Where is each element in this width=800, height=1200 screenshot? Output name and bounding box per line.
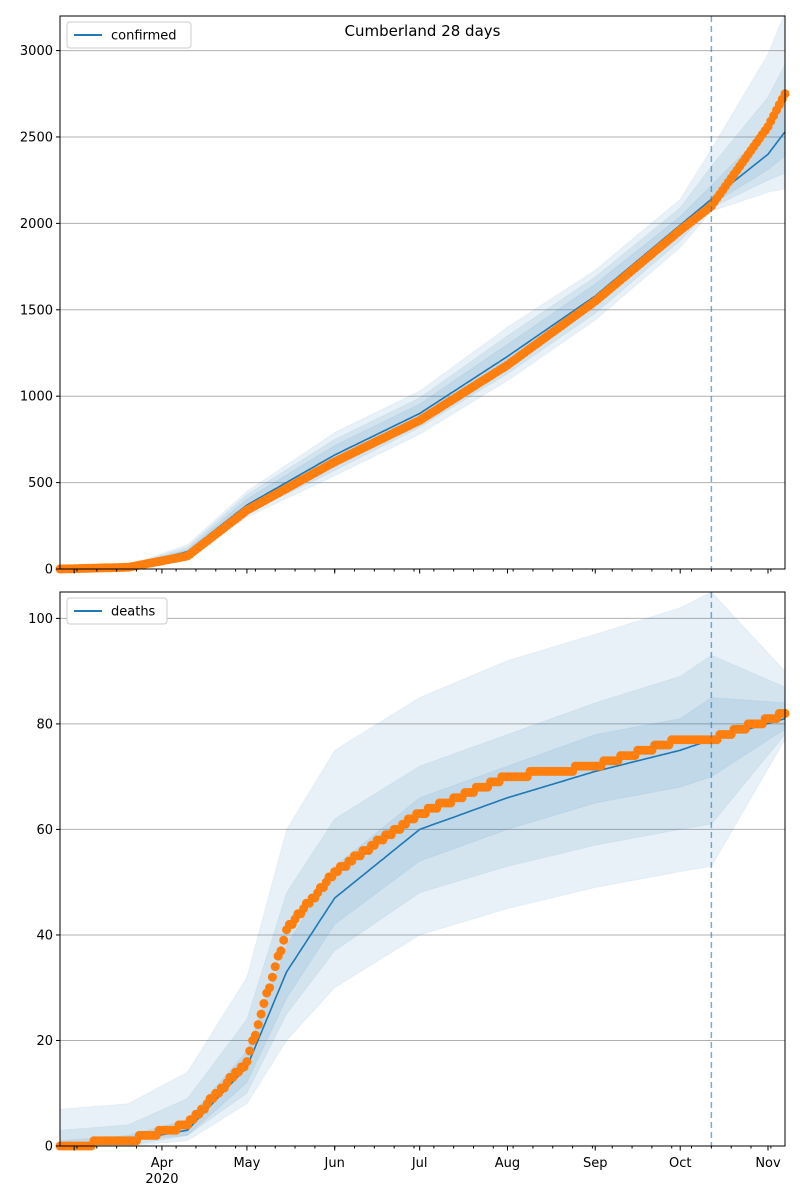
observed-point — [259, 999, 269, 1008]
x-tick-label: Jul — [411, 1156, 428, 1171]
x-axis-year-label: 2020 — [145, 1172, 178, 1187]
legend-box — [66, 597, 168, 625]
observed-point — [253, 1020, 263, 1030]
y-tick-label: 80 — [36, 717, 53, 732]
y-tick-label: 2000 — [20, 217, 53, 232]
legend-label-confirmed: confirmed — [111, 29, 177, 44]
y-tick-label: 20 — [36, 1034, 53, 1049]
observed-point — [250, 1030, 260, 1040]
observed-point — [256, 1009, 266, 1019]
observed-point — [267, 972, 277, 982]
y-tick-label: 0 — [45, 563, 53, 578]
y-tick-label: 500 — [28, 476, 53, 491]
legend-label-deaths: deaths — [111, 605, 156, 620]
confirmed-axes-frame — [59, 15, 786, 570]
legend-box — [66, 21, 192, 49]
deaths-model-line — [59, 717, 786, 1147]
confirmed-y-axis-ticks: 0 500 1000 1500 2000 2500 3000 — [20, 44, 60, 578]
y-tick-label: 1500 — [20, 303, 53, 318]
observed-point — [270, 962, 280, 972]
series-line-deaths — [59, 717, 786, 1147]
x-tick-label: Sep — [583, 1156, 608, 1171]
x-tick-label: Nov — [755, 1156, 781, 1171]
observed-point — [279, 935, 289, 945]
x-tick-label: Oct — [669, 1156, 691, 1171]
y-tick-label: 1000 — [20, 390, 53, 405]
y-tick-label: 3000 — [20, 44, 53, 59]
y-tick-label: 2500 — [20, 130, 53, 145]
observed-point — [245, 1046, 255, 1056]
deaths-axes-frame — [59, 591, 786, 1147]
x-tick-label: Apr — [151, 1156, 174, 1171]
confirmed-legend: confirmed — [66, 21, 192, 49]
chart-title: Cumberland 28 days — [345, 22, 501, 40]
x-tick-label: Jun — [324, 1156, 345, 1171]
y-tick-label: 0 — [45, 1140, 53, 1155]
confirmed-observed-points — [55, 89, 790, 574]
confirmed-x-axis-ticks — [73, 569, 772, 574]
x-tick-label: Aug — [495, 1156, 520, 1171]
deaths-y-axis-ticks: 0 20 40 60 80 100 — [28, 612, 60, 1155]
y-tick-label: 40 — [36, 928, 53, 943]
deaths-observed-points — [55, 708, 790, 1151]
deaths-x-axis-ticks: Apr May Jun Jul Aug Sep Oct Nov — [73, 1146, 781, 1171]
confirmed-panel: 0 500 1000 1500 2000 2500 3000 Cumberland 28 d… — [20, 12, 790, 578]
observed-point — [276, 946, 286, 956]
y-tick-label: 100 — [28, 612, 53, 627]
y-tick-label: 60 — [36, 823, 53, 838]
deaths-panel: 0 20 40 60 80 100 Apr May Jun Jul Aug Sep Oct Nov 20… — [28, 591, 790, 1187]
deaths-legend: deaths — [66, 597, 168, 625]
observed-point — [242, 1057, 252, 1067]
observed-point — [265, 983, 275, 993]
x-tick-label: May — [233, 1156, 260, 1171]
